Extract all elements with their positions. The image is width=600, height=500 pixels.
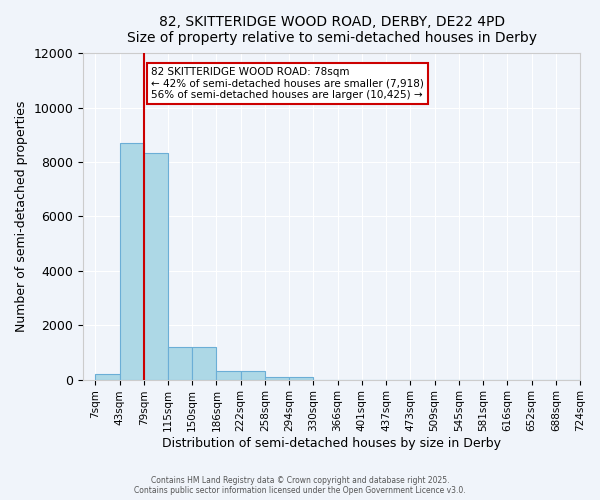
Text: Contains HM Land Registry data © Crown copyright and database right 2025.
Contai: Contains HM Land Registry data © Crown c… — [134, 476, 466, 495]
X-axis label: Distribution of semi-detached houses by size in Derby: Distribution of semi-detached houses by … — [162, 437, 501, 450]
Bar — [192, 347, 217, 380]
Bar — [95, 374, 119, 380]
Bar — [265, 377, 289, 380]
Text: 82 SKITTERIDGE WOOD ROAD: 78sqm
← 42% of semi-detached houses are smaller (7,918: 82 SKITTERIDGE WOOD ROAD: 78sqm ← 42% of… — [151, 67, 424, 100]
Bar — [168, 347, 192, 380]
Title: 82, SKITTERIDGE WOOD ROAD, DERBY, DE22 4PD
Size of property relative to semi-det: 82, SKITTERIDGE WOOD ROAD, DERBY, DE22 4… — [127, 15, 536, 45]
Bar — [144, 152, 168, 380]
Bar — [241, 371, 265, 380]
Y-axis label: Number of semi-detached properties: Number of semi-detached properties — [15, 101, 28, 332]
Bar — [289, 377, 313, 380]
Bar — [119, 143, 144, 380]
Bar — [217, 371, 241, 380]
